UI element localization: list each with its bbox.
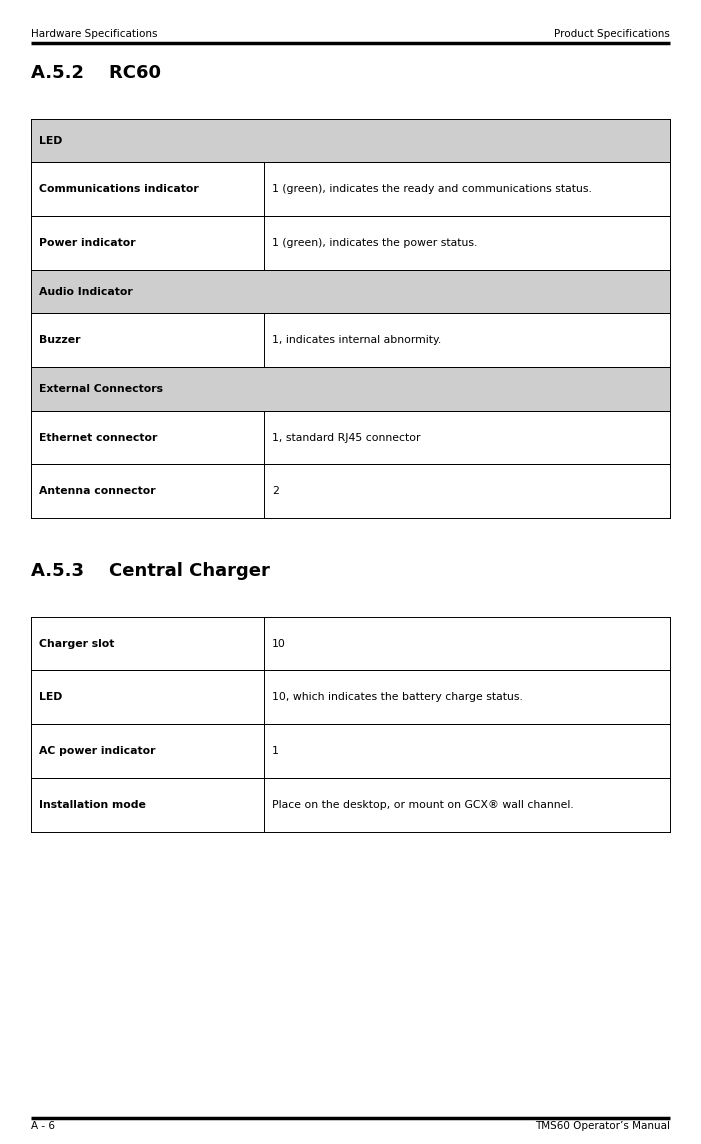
Text: Installation mode: Installation mode bbox=[39, 800, 146, 810]
Text: Antenna connector: Antenna connector bbox=[39, 486, 156, 496]
Bar bbox=[31, 162, 669, 216]
Bar bbox=[31, 119, 669, 162]
Bar bbox=[31, 724, 669, 778]
Bar bbox=[31, 411, 669, 464]
Text: LED: LED bbox=[39, 692, 62, 702]
Text: Communications indicator: Communications indicator bbox=[39, 184, 198, 194]
Bar bbox=[31, 778, 669, 832]
Text: 1, indicates internal abnormity.: 1, indicates internal abnormity. bbox=[272, 335, 441, 345]
Text: 1 (green), indicates the power status.: 1 (green), indicates the power status. bbox=[272, 238, 477, 248]
Text: A.5.3    Central Charger: A.5.3 Central Charger bbox=[31, 562, 270, 580]
Bar bbox=[31, 617, 669, 670]
Text: 2: 2 bbox=[272, 486, 279, 496]
Text: A - 6: A - 6 bbox=[31, 1121, 55, 1131]
Text: 1, standard RJ45 connector: 1, standard RJ45 connector bbox=[272, 432, 421, 443]
Text: AC power indicator: AC power indicator bbox=[39, 746, 156, 756]
Text: External Connectors: External Connectors bbox=[39, 384, 163, 394]
Text: 1: 1 bbox=[272, 746, 279, 756]
Text: Product Specifications: Product Specifications bbox=[554, 29, 670, 39]
Text: LED: LED bbox=[39, 136, 62, 145]
Bar bbox=[31, 216, 669, 270]
Text: Power indicator: Power indicator bbox=[39, 238, 135, 248]
Text: 10: 10 bbox=[272, 638, 286, 649]
Text: Place on the desktop, or mount on GCX® wall channel.: Place on the desktop, or mount on GCX® w… bbox=[272, 800, 573, 810]
Text: Audio Indicator: Audio Indicator bbox=[39, 287, 132, 296]
Bar bbox=[31, 270, 669, 313]
Bar bbox=[31, 670, 669, 724]
Text: Buzzer: Buzzer bbox=[39, 335, 81, 345]
Text: 10, which indicates the battery charge status.: 10, which indicates the battery charge s… bbox=[272, 692, 523, 702]
Text: Ethernet connector: Ethernet connector bbox=[39, 432, 157, 443]
Bar bbox=[31, 313, 669, 367]
Text: Charger slot: Charger slot bbox=[39, 638, 114, 649]
Bar bbox=[31, 367, 669, 411]
Bar bbox=[31, 464, 669, 518]
Text: 1 (green), indicates the ready and communications status.: 1 (green), indicates the ready and commu… bbox=[272, 184, 592, 194]
Text: Hardware Specifications: Hardware Specifications bbox=[31, 29, 158, 39]
Text: A.5.2    RC60: A.5.2 RC60 bbox=[31, 64, 161, 82]
Text: TMS60 Operator’s Manual: TMS60 Operator’s Manual bbox=[535, 1121, 670, 1131]
